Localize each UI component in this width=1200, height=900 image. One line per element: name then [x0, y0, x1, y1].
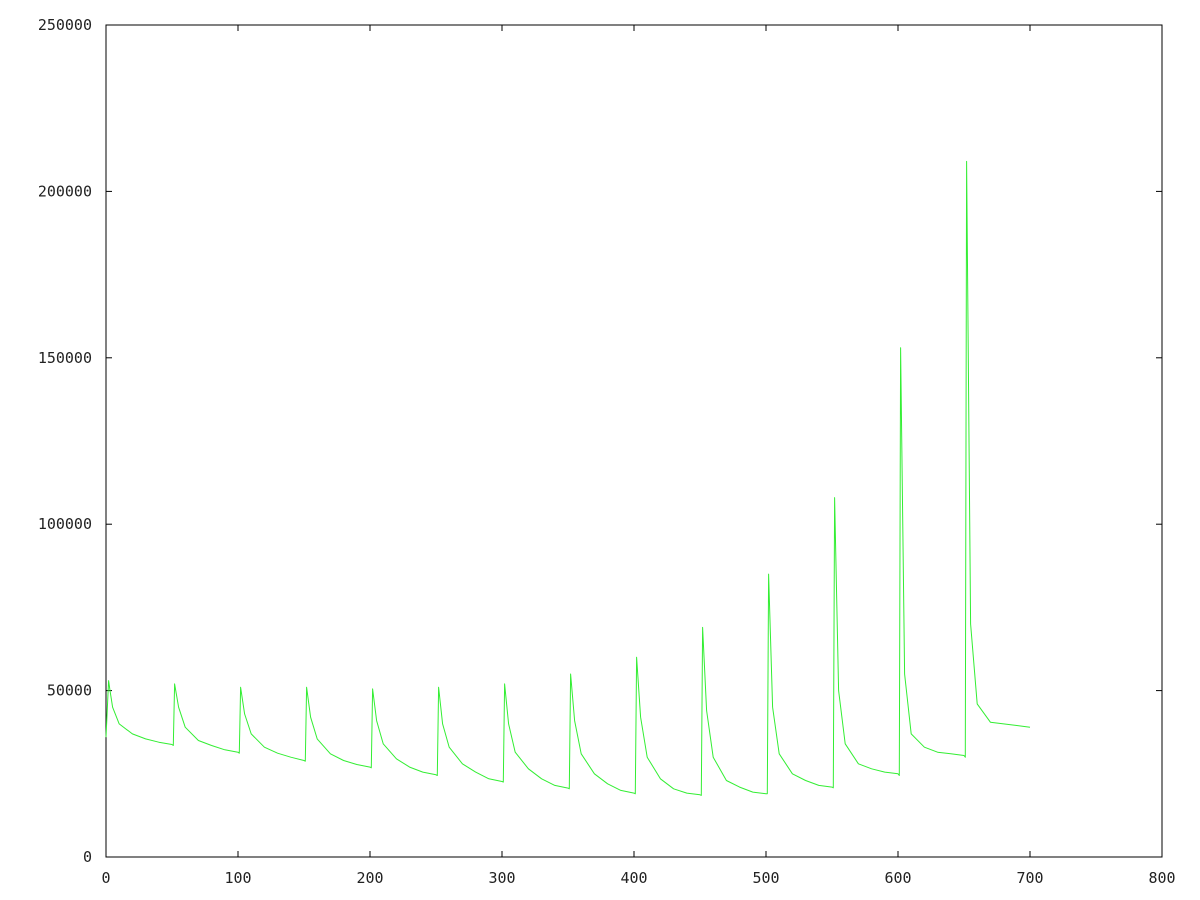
y-tick-label: 100000 [38, 515, 92, 533]
y-tick-label: 250000 [38, 16, 92, 34]
x-tick-label: 700 [1016, 869, 1043, 887]
y-tick-label: 200000 [38, 182, 92, 200]
x-tick-label: 0 [101, 869, 110, 887]
y-axis: 0 50000 100000 150000 200000 250000 [38, 16, 1162, 866]
y-tick-label: 50000 [47, 682, 92, 700]
series-line [105, 160, 1031, 796]
x-tick-label: 100 [224, 869, 251, 887]
series-layer [105, 160, 1031, 796]
x-tick-label: 800 [1148, 869, 1175, 887]
x-axis: 0 100 200 300 400 500 600 700 800 [101, 25, 1176, 887]
x-tick-label: 200 [356, 869, 383, 887]
plot-area-frame [105, 24, 1163, 858]
y-tick-label: 150000 [38, 349, 92, 367]
x-tick-label: 600 [884, 869, 911, 887]
x-tick-label: 500 [752, 869, 779, 887]
y-tick-label: 0 [83, 848, 92, 866]
x-tick-label: 300 [488, 869, 515, 887]
x-tick-label: 400 [620, 869, 647, 887]
